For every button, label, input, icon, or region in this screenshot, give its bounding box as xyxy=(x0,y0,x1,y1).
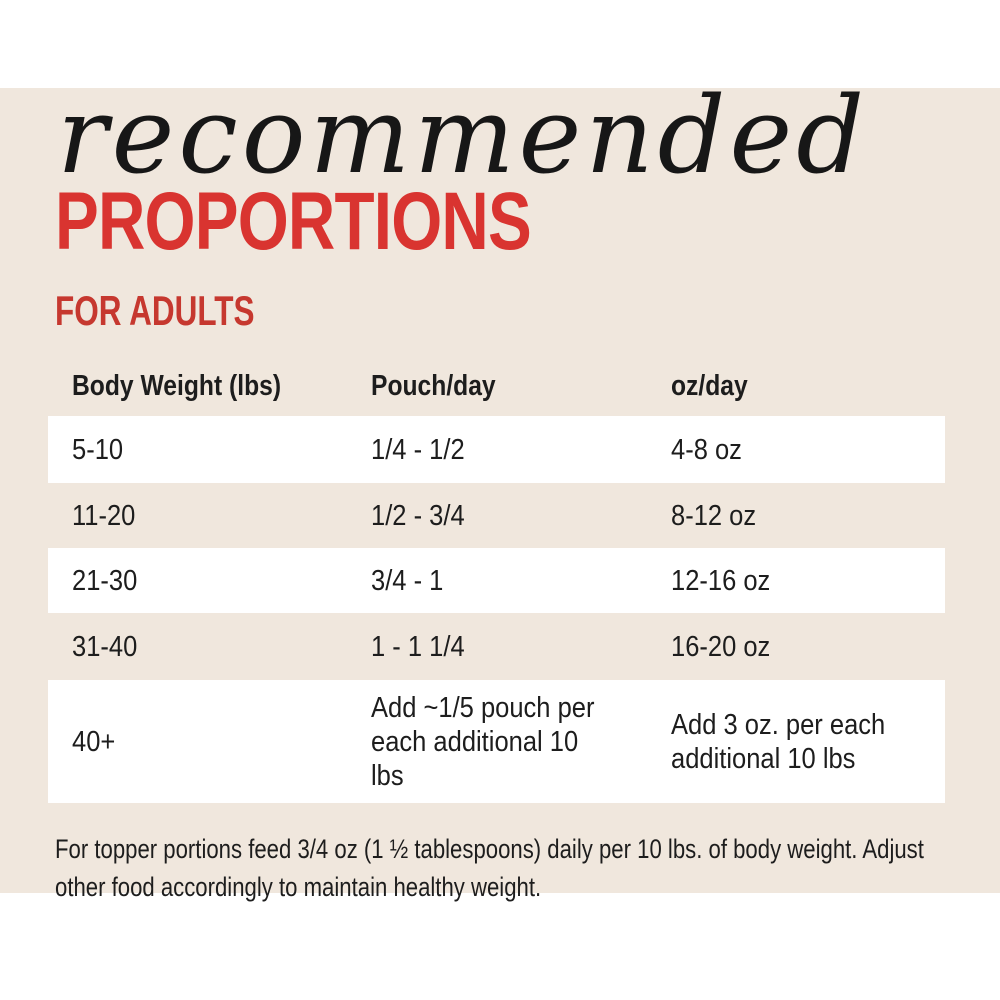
proportions-table: Body Weight (lbs) Pouch/day oz/day 5-10 … xyxy=(48,355,945,803)
cell-pouch: 1 - 1 1/4 xyxy=(371,630,465,663)
cell-weight: 21-30 xyxy=(72,564,138,597)
script-title: recommended xyxy=(57,74,869,197)
cell-oz: Add 3 oz. per each additional 10 lbs xyxy=(671,708,886,775)
cell-oz: 4-8 oz xyxy=(671,433,742,466)
cell-pouch: 1/2 - 3/4 xyxy=(371,499,465,532)
subtitle-for-adults: FOR ADULTS xyxy=(55,287,255,334)
footnote-topper-portions: For topper portions feed 3/4 oz (1 ½ tab… xyxy=(55,834,924,902)
table-header-row: Body Weight (lbs) Pouch/day oz/day xyxy=(48,355,945,416)
cell-oz: 16-20 oz xyxy=(671,630,771,663)
cell-weight: 11-20 xyxy=(72,499,136,532)
table-row: 11-20 1/2 - 3/4 8-12 oz xyxy=(48,483,945,548)
main-title: PROPORTIONS xyxy=(55,176,532,267)
cell-weight: 5-10 xyxy=(72,433,124,466)
table-row: 31-40 1 - 1 1/4 16-20 oz xyxy=(48,613,945,680)
cell-pouch: 3/4 - 1 xyxy=(371,564,444,597)
cell-oz: 12-16 oz xyxy=(671,564,771,597)
table-row: 21-30 3/4 - 1 12-16 oz xyxy=(48,548,945,613)
table-row: 40+ Add ~1/5 pouch per each additional 1… xyxy=(48,680,945,803)
cell-weight: 40+ xyxy=(72,725,116,758)
cell-pouch: 1/4 - 1/2 xyxy=(371,433,465,466)
column-header-oz-day: oz/day xyxy=(671,369,748,402)
column-header-body-weight: Body Weight (lbs) xyxy=(72,369,282,402)
cell-oz: 8-12 oz xyxy=(671,499,757,532)
cell-pouch: Add ~1/5 pouch per each additional 10 lb… xyxy=(371,691,595,792)
cell-weight: 31-40 xyxy=(72,630,138,663)
column-header-pouch-day: Pouch/day xyxy=(371,369,496,402)
table-row: 5-10 1/4 - 1/2 4-8 oz xyxy=(48,416,945,483)
